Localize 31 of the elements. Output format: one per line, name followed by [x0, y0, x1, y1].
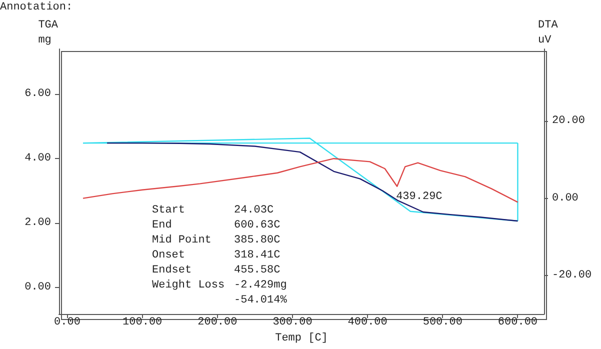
x-tick-label: 300.00	[272, 316, 312, 329]
y2-tick-label: -20.00	[552, 270, 592, 282]
text: Annotation:	[0, 2, 73, 14]
annotation: 439.29C	[396, 191, 443, 204]
annotation: Weight Loss	[152, 280, 225, 292]
annotation: End	[152, 220, 172, 232]
y2-axis-title: DTA uV	[538, 20, 558, 46]
annotation: Start	[152, 204, 186, 216]
y-tick-label: 6.00	[24, 88, 51, 100]
annotation: 385.80C	[234, 234, 281, 246]
y-tick-label: 0.00	[24, 281, 51, 294]
y-tick-label: 4.00	[24, 152, 51, 165]
annotation: Mid Point	[152, 234, 212, 246]
y2-tick-label: 0.00	[552, 192, 578, 204]
x-tick-label: 500.00	[422, 316, 462, 329]
annotation: 600.63C	[234, 220, 281, 232]
x-axis-title: Temp [C]	[275, 332, 328, 344]
x-tick-label: 100.00	[122, 316, 162, 329]
x-tick-label: 200.00	[198, 316, 238, 329]
x-tick-label: 0.00	[54, 316, 80, 329]
x-tick-label: 400.00	[348, 316, 388, 329]
y-tick-label: 2.00	[24, 216, 51, 229]
annotation: Endset	[152, 264, 192, 276]
x-tick-label: 600.00	[498, 316, 538, 329]
annotation: -2.429mg -54.014%	[234, 280, 288, 306]
annotation: 455.58C	[234, 264, 281, 276]
annotation: Onset	[152, 250, 186, 262]
y2-tick-label: 20.00	[552, 115, 586, 128]
annotation: 318.41C	[234, 250, 281, 262]
annotation: 24.03C	[234, 204, 274, 216]
y-axis-title: TGA mg	[38, 20, 58, 46]
